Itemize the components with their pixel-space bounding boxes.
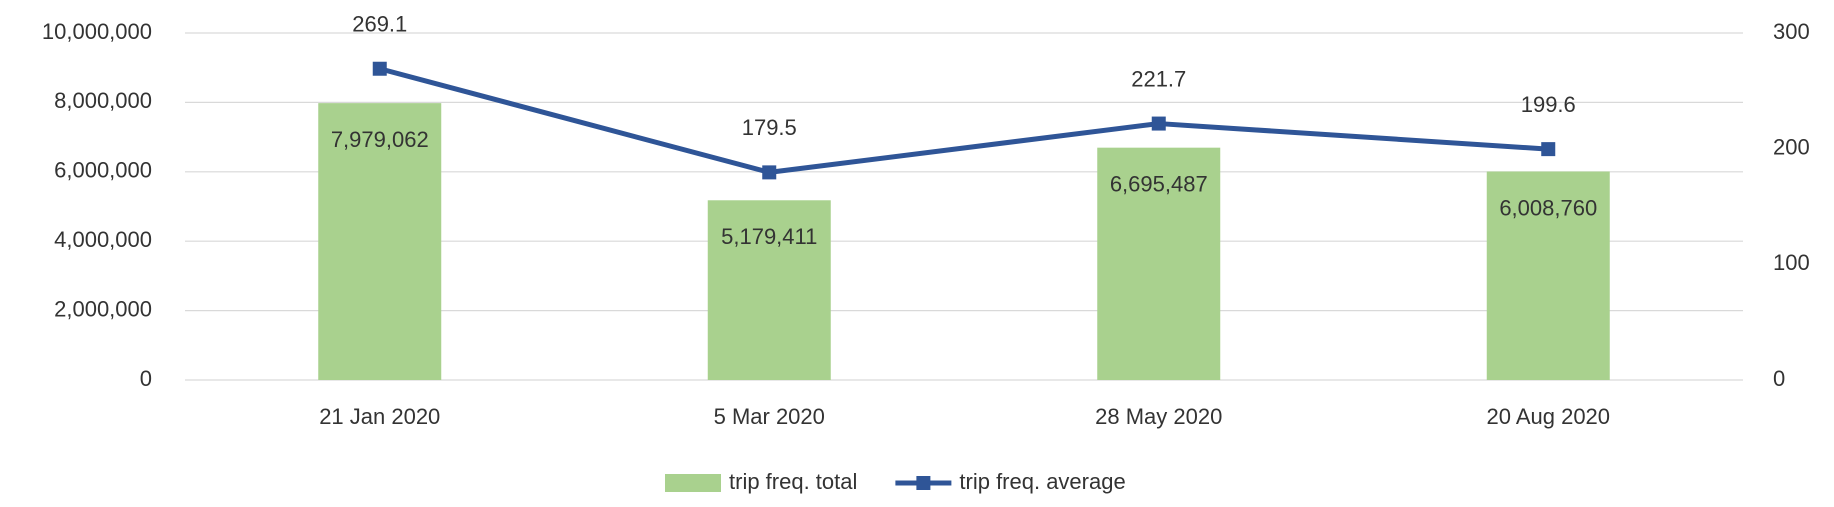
- line-value-label: 179.5: [742, 115, 797, 140]
- x-tick-label: 20 Aug 2020: [1486, 404, 1610, 429]
- y-tick-label: 0: [140, 366, 152, 391]
- y-tick-label: 4,000,000: [54, 227, 152, 252]
- bar: [1486, 171, 1610, 380]
- y-tick-label: 10,000,000: [42, 19, 152, 44]
- line-marker: [1151, 116, 1166, 131]
- line-value-label: 269.1: [352, 12, 407, 37]
- line: [379, 66, 1549, 175]
- x-tick-label: 5 Mar 2020: [714, 404, 825, 429]
- legend-label: trip freq. average: [959, 469, 1125, 494]
- legend-item: trip freq. total: [665, 469, 857, 494]
- x-tick-label: 21 Jan 2020: [319, 404, 440, 429]
- y-tick-label: 2,000,000: [54, 296, 152, 321]
- bar-value-label: 6,008,760: [1499, 195, 1597, 220]
- legend-marker: [916, 476, 931, 490]
- bar-value-label: 6,695,487: [1110, 171, 1208, 196]
- legend-swatch: [665, 474, 721, 492]
- legend-label: trip freq. total: [729, 469, 857, 494]
- line-marker: [762, 165, 777, 180]
- y2-tick-label: 300: [1773, 19, 1810, 44]
- bar-value-label: 5,179,411: [721, 224, 817, 249]
- y-tick-label: 8,000,000: [54, 88, 152, 113]
- x-tick-label: 28 May 2020: [1095, 404, 1222, 429]
- y2-tick-label: 0: [1773, 366, 1785, 391]
- y-tick-label: 6,000,000: [54, 158, 152, 183]
- line-marker: [372, 61, 387, 76]
- bar: [318, 103, 442, 380]
- y2-tick-label: 200: [1773, 134, 1810, 159]
- line-marker: [1541, 142, 1556, 157]
- y2-tick-label: 100: [1773, 250, 1810, 275]
- bar-value-label: 7,979,062: [331, 127, 429, 152]
- line-value-label: 221.7: [1131, 66, 1186, 91]
- bar: [707, 200, 831, 380]
- line-value-label: 199.6: [1521, 92, 1576, 117]
- legend-item: trip freq. average: [895, 469, 1126, 494]
- bar: [1097, 147, 1221, 380]
